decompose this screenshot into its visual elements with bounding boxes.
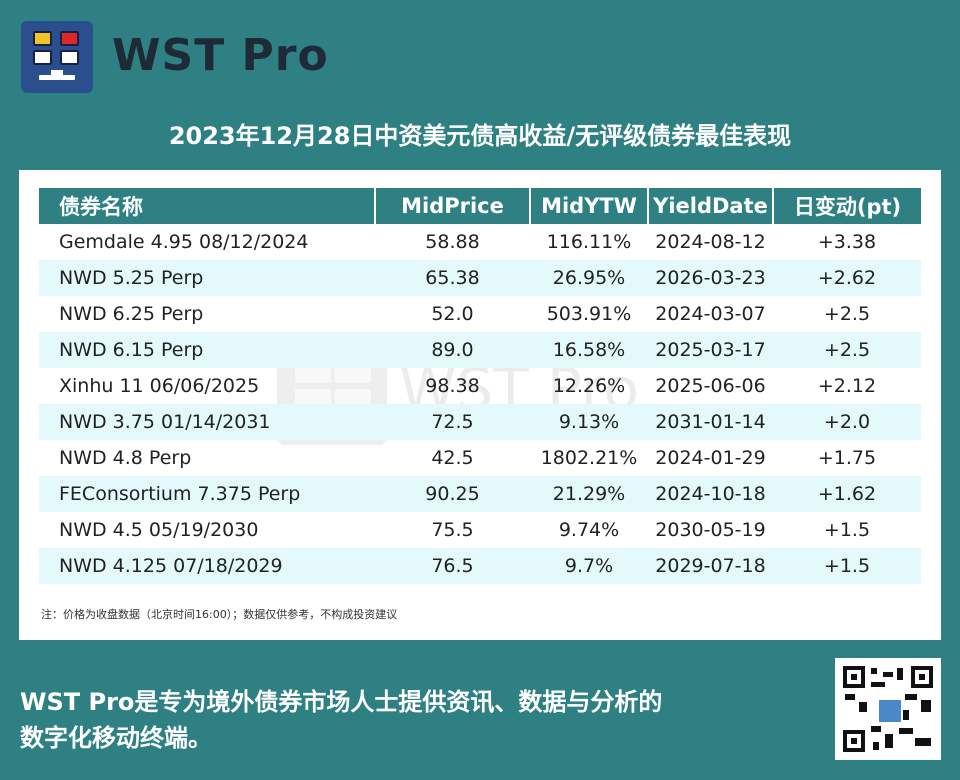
cell-mid-price: 42.5 [431, 447, 474, 469]
table-header-row: 债券名称 MidPrice MidYTW YieldDate 日变动(pt) [39, 188, 921, 224]
cell-daily-change: +3.38 [817, 231, 877, 253]
cell-yield-date: 2024-01-29 [655, 447, 766, 469]
cell-bond-name: Gemdale 4.95 08/12/2024 [59, 231, 309, 253]
table-row[interactable]: Xinhu 11 06/06/2025 98.38 12.26% 2025-06… [39, 368, 921, 404]
cell-mid-price: 75.5 [431, 519, 474, 541]
cell-yield-date: 2024-08-12 [655, 231, 766, 253]
cell-yield-date: 2029-07-18 [648, 548, 773, 584]
cell-bond-name: NWD 4.8 Perp [59, 447, 192, 469]
cell-daily-change: +2.12 [817, 375, 877, 397]
cell-mid-price: 98.38 [425, 375, 480, 397]
cell-mid-ytw: 116.11% [546, 231, 632, 253]
cell-mid-price: 76.5 [375, 548, 530, 584]
header-mid-ytw[interactable]: MidYTW [530, 188, 649, 224]
cell-yield-date: 2031-01-14 [648, 404, 773, 440]
bond-table: 债券名称 MidPrice MidYTW YieldDate 日变动(pt) G… [39, 188, 921, 584]
cell-bond-name: NWD 3.75 01/14/2031 [39, 404, 375, 440]
cell-mid-ytw: 12.26% [552, 375, 626, 397]
cell-mid-price: 89.0 [375, 332, 530, 368]
cell-yield-date: 2025-06-06 [655, 375, 766, 397]
cell-yield-date: 2026-03-23 [648, 260, 773, 296]
cell-daily-change: +2.0 [773, 404, 921, 440]
results-panel: WST Pro 债券名称 MidPrice MidYTW YieldDate 日… [19, 170, 941, 640]
header-mid-price[interactable]: MidPrice [375, 188, 531, 224]
cell-bond-name: FEConsortium 7.375 Perp [39, 476, 375, 512]
footnote: 注：价格为收盘数据（北京时间16:00）；数据仅供参考，不构成投资建议 [41, 608, 398, 621]
cell-bond-name: NWD 5.25 Perp [39, 260, 375, 296]
cell-mid-price: 52.0 [431, 303, 474, 325]
cell-mid-ytw: 9.7% [530, 548, 648, 584]
table-row[interactable]: NWD 5.25 Perp 65.38 26.95% 2026-03-23 +2… [39, 260, 921, 296]
header-yield-date[interactable]: YieldDate [648, 188, 774, 224]
table-row[interactable]: NWD 4.125 07/18/2029 76.5 9.7% 2029-07-1… [39, 548, 921, 584]
footer-line-1: WST Pro是专为境外债券市场人士提供资讯、数据与分析的 [20, 688, 663, 716]
table-row[interactable]: NWD 4.5 05/19/2030 75.5 9.74% 2030-05-19… [39, 512, 921, 548]
footer-line-2: 数字化移动终端。 [20, 724, 212, 752]
table-row[interactable]: NWD 3.75 01/14/2031 72.5 9.13% 2031-01-1… [39, 404, 921, 440]
brand-logo-icon [21, 21, 93, 93]
table-row[interactable]: NWD 6.25 Perp 52.0 503.91% 2024-03-07 +2… [39, 296, 921, 332]
table-row[interactable]: NWD 6.15 Perp 89.0 16.58% 2025-03-17 +2.… [39, 332, 921, 368]
cell-bond-name: Xinhu 11 06/06/2025 [59, 375, 260, 397]
cell-bond-name: NWD 4.5 05/19/2030 [59, 519, 259, 541]
cell-mid-ytw: 26.95% [530, 260, 648, 296]
cell-daily-change: +1.5 [823, 519, 871, 541]
table-row[interactable]: NWD 4.8 Perp 42.5 1802.21% 2024-01-29 +1… [39, 440, 921, 476]
cell-daily-change: +2.5 [773, 332, 921, 368]
cell-bond-name: NWD 4.125 07/18/2029 [39, 548, 375, 584]
cell-bond-name: NWD 6.25 Perp [59, 303, 204, 325]
cell-daily-change: +2.5 [823, 303, 871, 325]
brand-name: WST Pro [112, 30, 329, 81]
header-bond-name[interactable]: 债券名称 [39, 188, 376, 224]
cell-mid-ytw: 9.13% [530, 404, 648, 440]
cell-mid-price: 65.38 [375, 260, 530, 296]
cell-yield-date: 2024-10-18 [648, 476, 773, 512]
cell-daily-change: +2.62 [773, 260, 921, 296]
cell-daily-change: +1.5 [773, 548, 921, 584]
table-row[interactable]: FEConsortium 7.375 Perp 90.25 21.29% 202… [39, 476, 921, 512]
cell-yield-date: 2025-03-17 [648, 332, 773, 368]
header-daily-change[interactable]: 日变动(pt) [773, 188, 921, 224]
cell-mid-ytw: 16.58% [530, 332, 648, 368]
qr-code-icon[interactable] [835, 658, 941, 760]
cell-yield-date: 2024-03-07 [655, 303, 766, 325]
cell-mid-ytw: 503.91% [546, 303, 632, 325]
cell-mid-price: 58.88 [425, 231, 480, 253]
cell-mid-price: 90.25 [375, 476, 530, 512]
cell-daily-change: +1.62 [773, 476, 921, 512]
cell-mid-price: 72.5 [375, 404, 530, 440]
cell-mid-ytw: 9.74% [558, 519, 620, 541]
cell-mid-ytw: 21.29% [530, 476, 648, 512]
table-row[interactable]: Gemdale 4.95 08/12/2024 58.88 116.11% 20… [39, 224, 921, 260]
cell-yield-date: 2030-05-19 [655, 519, 766, 541]
cell-mid-ytw: 1802.21% [540, 447, 638, 469]
cell-daily-change: +1.75 [817, 447, 877, 469]
cell-bond-name: NWD 6.15 Perp [39, 332, 375, 368]
page-title: 2023年12月28日中资美元债高收益/无评级债券最佳表现 [168, 122, 792, 150]
footer-tagline: WST Pro是专为境外债券市场人士提供资讯、数据与分析的 数字化移动终端。 [20, 684, 780, 756]
